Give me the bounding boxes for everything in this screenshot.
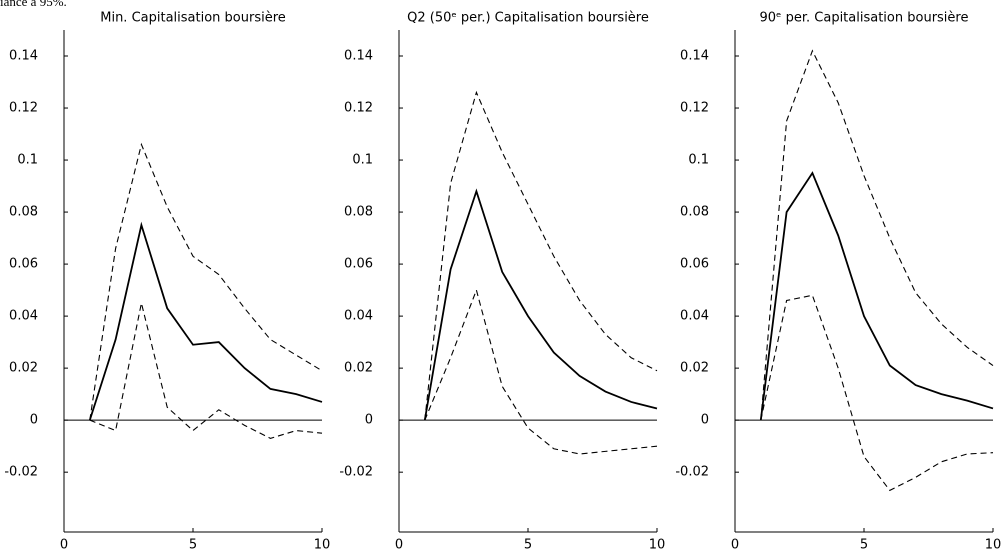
x-tick-label: 0 [731,538,739,553]
y-tick-label: -0.02 [339,465,373,480]
y-tick-label: 0.1 [688,153,709,168]
series-line [88,221,323,421]
y-tick-label: 0.12 [9,101,38,116]
y-tick-label: 0.12 [680,101,709,116]
y-tick-label: 0.14 [344,49,373,64]
y-tick-label: 0.02 [9,361,38,376]
series-line [89,142,323,421]
y-tick-label: 0.1 [17,153,38,168]
y-tick-label: 0.02 [680,361,709,376]
y-tick-label: 0.14 [9,49,38,64]
x-tick-label: 5 [860,538,868,553]
y-tick-label: 0.04 [9,309,38,324]
y-tick-label: 0 [30,413,38,428]
x-tick-label: 0 [60,538,68,553]
y-tick-label: 0.14 [680,49,709,64]
y-tick-label: 0 [701,413,709,428]
series-line [423,188,658,421]
series-line [760,294,994,492]
y-tick-label: 0.06 [680,257,709,272]
x-tick-label: 10 [649,538,666,553]
chart-title: Min. Capitalisation boursière [100,11,286,26]
chart-title: 90ᵉ per. Capitalisation boursière [760,11,969,26]
y-tick-label: -0.02 [4,465,38,480]
y-tick-label: 0.08 [344,205,373,220]
series-line [89,302,323,439]
x-tick-label: 10 [314,538,331,553]
series-line [424,288,658,455]
y-tick-label: 0.04 [344,309,373,324]
x-tick-label: 5 [524,538,532,553]
y-tick-label: 0.08 [9,205,38,220]
y-tick-label: -0.02 [675,465,709,480]
y-tick-label: 0.1 [352,153,373,168]
y-tick-label: 0.02 [344,361,373,376]
series-line [424,90,658,421]
x-tick-label: 5 [189,538,197,553]
series-line [760,49,994,421]
y-tick-label: 0.04 [680,309,709,324]
y-tick-label: 0.12 [344,101,373,116]
y-tick-label: 0.08 [680,205,709,220]
series-line [759,171,994,421]
y-tick-label: 0.06 [344,257,373,272]
y-tick-label: 0 [365,413,373,428]
chart-title: Q2 (50ᵉ per.) Capitalisation boursière [407,11,649,26]
x-tick-label: 10 [985,538,1002,553]
caption: iance à 95%. [0,0,67,9]
y-tick-label: 0.06 [9,257,38,272]
x-tick-label: 0 [395,538,403,553]
